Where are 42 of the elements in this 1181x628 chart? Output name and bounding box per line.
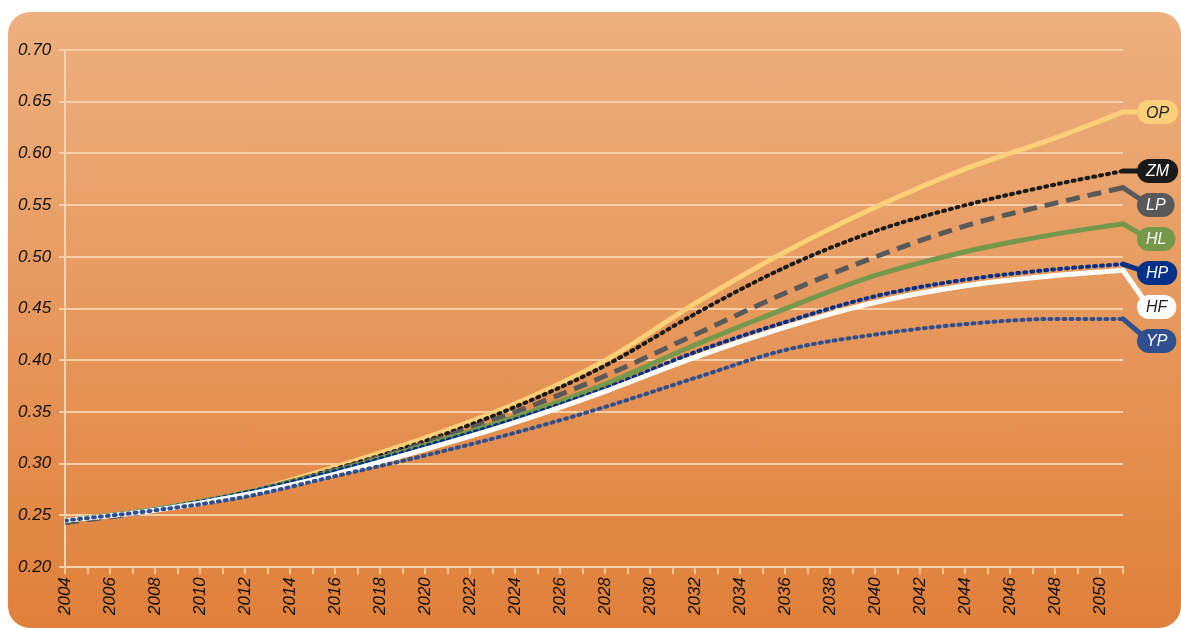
x-tick-label: 2042 <box>910 576 930 617</box>
x-tick-label: 2030 <box>640 576 660 617</box>
x-tick-label: 2006 <box>99 576 119 617</box>
x-tick-label: 2020 <box>414 576 434 617</box>
legend-label: LP <box>1146 196 1166 214</box>
x-tick-label: 2034 <box>730 577 750 617</box>
x-tick-label: 2014 <box>279 577 299 617</box>
legend-label: ZM <box>1145 162 1170 180</box>
x-tick-label: 2032 <box>685 576 705 617</box>
x-tick-label: 2028 <box>595 576 615 617</box>
x-tick-label: 2044 <box>955 577 975 617</box>
x-tick-label: 2012 <box>234 576 254 617</box>
x-tick-label: 2022 <box>459 576 479 617</box>
x-tick-label: 2038 <box>820 576 840 617</box>
y-tick-label: 0.30 <box>17 453 52 473</box>
y-tick-label: 0.65 <box>17 91 52 111</box>
y-tick-label: 0.25 <box>17 505 52 525</box>
legend-label: HL <box>1146 230 1167 248</box>
text: HF <box>1146 298 1169 316</box>
x-tick-label: 2008 <box>144 576 164 617</box>
x-tick-label: 2010 <box>189 576 209 617</box>
y-tick-label: 0.40 <box>17 350 52 370</box>
legend-label: HP <box>1146 264 1169 282</box>
y-tick-label: 0.50 <box>17 246 52 266</box>
legend-label: OP <box>1146 103 1170 121</box>
x-tick-label: 2046 <box>1000 576 1020 617</box>
x-tick-label: 2024 <box>505 577 524 617</box>
x-tick-label: 2036 <box>775 576 795 617</box>
y-tick-label: 0.35 <box>17 401 52 421</box>
y-tick-label: 0.60 <box>17 143 52 163</box>
y-tick-label: 0.20 <box>17 556 52 576</box>
x-tick-label: 2040 <box>865 576 885 617</box>
y-tick-label: 0.55 <box>17 194 52 214</box>
y-tick-label: 0.70 <box>17 39 52 59</box>
x-tick-label: 2048 <box>1045 576 1065 617</box>
x-tick-label: 2026 <box>550 576 570 617</box>
x-tick-label: 2018 <box>369 576 389 617</box>
x-tick-label: 2050 <box>1090 576 1110 617</box>
x-tick-label: 2004 <box>54 577 74 617</box>
legend-label: YP <box>1146 332 1168 350</box>
x-tick-label: 2016 <box>324 576 344 617</box>
y-tick-label: 0.45 <box>17 298 52 318</box>
